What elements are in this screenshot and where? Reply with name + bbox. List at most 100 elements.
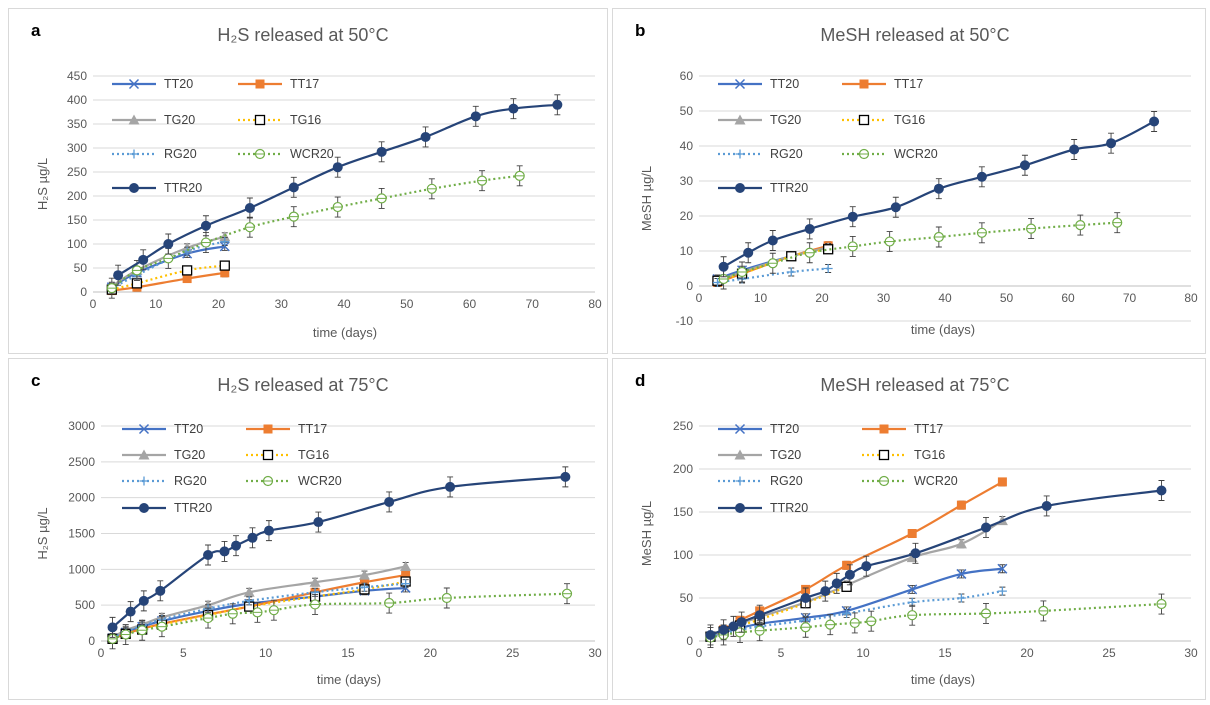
chart-panel-a: a H₂S released at 50°C 0 50 100 150 200 250 300… xyxy=(8,8,608,354)
y-tick-label: 60 xyxy=(680,69,694,83)
legend-item-tg20: TG20 xyxy=(718,448,801,462)
legend-item-tg20: TG20 xyxy=(122,448,205,462)
data-point xyxy=(426,183,437,194)
data-point xyxy=(220,237,230,247)
data-point xyxy=(754,610,765,621)
data-point xyxy=(822,244,834,255)
data-point xyxy=(981,522,991,533)
y-tick-label: 50 xyxy=(74,261,88,275)
data-point xyxy=(884,236,895,247)
panel-letter: a xyxy=(31,21,41,40)
y-tick-label: 1500 xyxy=(68,527,95,541)
data-point xyxy=(163,253,174,264)
chart-panel-b: b MeSH released at 50°C -10 0 10 20 30 40 50 60 0… xyxy=(612,8,1206,354)
legend-item-wcr20: WCR20 xyxy=(862,474,958,488)
x-tick-label: 80 xyxy=(588,297,602,311)
data-point xyxy=(956,593,966,603)
y-axis-label: MeSH µg/L xyxy=(639,501,654,566)
legend-item-tg16: TG16 xyxy=(862,448,945,462)
data-point xyxy=(820,586,831,597)
x-axis-label: time (days) xyxy=(911,322,975,337)
data-point xyxy=(743,247,754,258)
y-tick-label: 150 xyxy=(67,213,87,227)
x-tick-label: 5 xyxy=(180,646,187,660)
x-tick-label: 60 xyxy=(463,297,477,311)
data-point xyxy=(107,622,118,633)
legend-item-tt20: TT20 xyxy=(122,422,203,436)
y-tick-label: 350 xyxy=(67,117,87,131)
data-point xyxy=(907,584,918,595)
chart-svg: H₂S released at 75°C 0 500 1000 1500 2000 2500… xyxy=(35,375,602,687)
legend-label: WCR20 xyxy=(914,474,958,488)
y-tick-label: 20 xyxy=(680,209,694,223)
y-tick-label: 50 xyxy=(680,104,694,118)
y-tick-label: 10 xyxy=(680,244,694,258)
y-tick-label: 500 xyxy=(75,598,95,612)
data-point xyxy=(247,532,258,543)
x-tick-label: 10 xyxy=(259,646,273,660)
legend-label: RG20 xyxy=(770,147,803,161)
legend-label: TG20 xyxy=(174,448,205,462)
data-point xyxy=(956,568,967,579)
x-tick-label: 25 xyxy=(1102,646,1116,660)
legend-label: TT20 xyxy=(770,77,799,91)
x-tick-label: 60 xyxy=(1061,291,1075,305)
data-point xyxy=(358,569,370,580)
data-point xyxy=(203,550,214,560)
series-tt20 xyxy=(705,563,1008,642)
data-point xyxy=(997,563,1008,574)
legend-item-rg20: RG20 xyxy=(718,474,803,488)
data-point xyxy=(736,266,748,278)
series-wcr20 xyxy=(718,212,1123,290)
legend-marker xyxy=(262,475,274,487)
data-point xyxy=(906,552,918,563)
y-tick-label: 50 xyxy=(680,591,694,605)
y-tick-label: 250 xyxy=(673,419,693,433)
data-point xyxy=(804,223,815,234)
x-tick-label: 10 xyxy=(754,291,768,305)
x-tick-label: 0 xyxy=(696,646,703,660)
data-point xyxy=(445,481,456,492)
data-point xyxy=(200,237,212,248)
data-point xyxy=(1041,500,1052,511)
legend-item-rg20: RG20 xyxy=(718,147,803,161)
legend-marker xyxy=(859,79,869,89)
legend-label: TG16 xyxy=(290,113,321,127)
chart-title: H₂S released at 50°C xyxy=(217,25,388,45)
data-point xyxy=(244,596,254,606)
data-point xyxy=(561,588,573,599)
legend-item-rg20: RG20 xyxy=(122,474,207,488)
x-tick-label: 70 xyxy=(1123,291,1137,305)
series-line xyxy=(111,271,225,292)
y-tick-label: 200 xyxy=(673,462,693,476)
series-line xyxy=(717,267,829,284)
x-tick-label: 50 xyxy=(400,297,414,311)
legend-item-tt17: TT17 xyxy=(862,422,943,436)
legend-label: TT17 xyxy=(914,422,943,436)
legend-label: TG20 xyxy=(164,113,195,127)
data-point xyxy=(736,617,747,628)
y-axis-label: H₂S µg/L xyxy=(35,507,50,559)
data-point xyxy=(842,608,852,618)
y-tick-label: 0 xyxy=(80,285,87,299)
legend-item-tg16: TG16 xyxy=(842,113,925,127)
data-point xyxy=(313,517,324,528)
data-point xyxy=(113,270,124,281)
legend-marker xyxy=(734,114,746,125)
legend-marker xyxy=(139,503,149,513)
legend-marker xyxy=(254,114,266,126)
data-point xyxy=(1112,217,1123,228)
x-axis-label: time (days) xyxy=(911,672,975,687)
y-tick-label: 150 xyxy=(673,505,693,519)
legend-marker xyxy=(734,423,746,435)
x-tick-label: 0 xyxy=(90,297,97,311)
legend-marker xyxy=(255,79,265,89)
legend-marker xyxy=(128,114,140,125)
series-ttr20 xyxy=(718,111,1160,278)
data-point xyxy=(243,586,255,597)
series-line xyxy=(111,240,226,290)
legend-label: TT17 xyxy=(298,422,327,436)
legend-item-tg20: TG20 xyxy=(718,113,801,127)
y-tick-label: 1000 xyxy=(68,562,95,576)
